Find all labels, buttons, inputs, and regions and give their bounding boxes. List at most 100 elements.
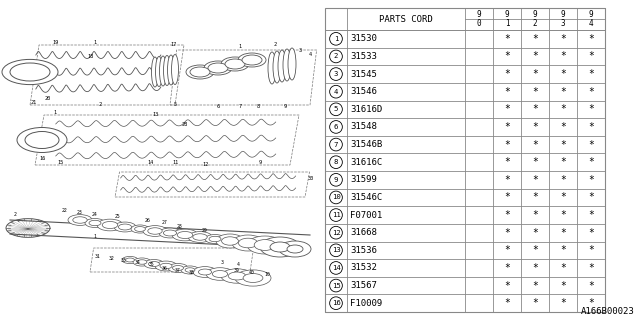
Text: 31545: 31545 — [350, 69, 377, 79]
Ellipse shape — [173, 266, 184, 270]
Text: 8: 8 — [257, 105, 260, 109]
Text: 31548: 31548 — [350, 123, 377, 132]
Text: *: * — [532, 245, 538, 255]
Text: 12: 12 — [202, 163, 208, 167]
Ellipse shape — [270, 242, 290, 252]
Text: *: * — [504, 104, 510, 114]
Circle shape — [330, 32, 342, 45]
Text: *: * — [560, 192, 566, 203]
Ellipse shape — [131, 225, 149, 233]
Text: 24: 24 — [92, 212, 98, 217]
Text: 32: 32 — [109, 257, 115, 261]
Text: *: * — [532, 192, 538, 203]
Ellipse shape — [160, 263, 172, 269]
Ellipse shape — [198, 269, 212, 275]
Text: *: * — [560, 87, 566, 97]
Circle shape — [330, 209, 342, 221]
Text: 2: 2 — [273, 43, 276, 47]
Text: 31546B: 31546B — [350, 140, 382, 149]
Text: 9: 9 — [259, 161, 262, 165]
Text: *: * — [588, 52, 594, 61]
Ellipse shape — [143, 226, 167, 236]
Ellipse shape — [122, 256, 138, 264]
Text: *: * — [560, 157, 566, 167]
Ellipse shape — [247, 236, 283, 254]
Text: *: * — [504, 175, 510, 185]
Text: *: * — [588, 281, 594, 291]
Text: 9: 9 — [561, 10, 565, 19]
Text: *: * — [588, 245, 594, 255]
Ellipse shape — [216, 234, 244, 248]
Text: *: * — [588, 140, 594, 149]
Circle shape — [330, 244, 342, 257]
Text: 9: 9 — [284, 105, 287, 109]
Text: 9: 9 — [477, 10, 481, 19]
Text: 31530: 31530 — [350, 34, 377, 43]
Text: *: * — [532, 210, 538, 220]
Text: 20: 20 — [45, 95, 51, 100]
Text: *: * — [560, 175, 566, 185]
Text: 13: 13 — [152, 113, 158, 117]
Text: *: * — [560, 140, 566, 149]
Ellipse shape — [204, 61, 232, 75]
Ellipse shape — [102, 221, 118, 228]
Circle shape — [330, 156, 342, 169]
Circle shape — [330, 85, 342, 98]
Text: *: * — [504, 87, 510, 97]
Ellipse shape — [185, 268, 195, 272]
Text: *: * — [532, 34, 538, 44]
Text: 9: 9 — [334, 177, 338, 183]
Ellipse shape — [181, 266, 199, 274]
Ellipse shape — [148, 261, 159, 267]
Text: 4: 4 — [237, 261, 239, 267]
Text: 7: 7 — [239, 105, 241, 109]
Ellipse shape — [85, 219, 105, 228]
Text: 10: 10 — [264, 271, 270, 276]
Text: 1: 1 — [93, 39, 97, 44]
Text: F07001: F07001 — [350, 211, 382, 220]
Text: 23: 23 — [77, 210, 83, 214]
Ellipse shape — [186, 65, 214, 79]
Text: *: * — [560, 228, 566, 238]
Text: *: * — [504, 281, 510, 291]
Circle shape — [330, 173, 342, 186]
Ellipse shape — [68, 215, 92, 225]
Ellipse shape — [172, 54, 179, 84]
Text: PARTS CORD: PARTS CORD — [379, 14, 433, 23]
Text: *: * — [504, 263, 510, 273]
Text: 3: 3 — [334, 71, 338, 77]
Ellipse shape — [168, 263, 188, 273]
Ellipse shape — [6, 219, 50, 237]
Text: 5: 5 — [173, 102, 177, 108]
Ellipse shape — [89, 220, 101, 226]
Text: 9: 9 — [589, 10, 593, 19]
Ellipse shape — [242, 55, 262, 65]
Text: 15: 15 — [57, 161, 63, 165]
Ellipse shape — [283, 49, 291, 81]
Ellipse shape — [209, 236, 221, 242]
Text: 26: 26 — [145, 219, 151, 223]
Text: 6: 6 — [216, 105, 220, 109]
Text: 31567: 31567 — [350, 281, 377, 290]
Ellipse shape — [177, 231, 193, 238]
Text: 18: 18 — [87, 54, 93, 60]
Text: 31536: 31536 — [350, 246, 377, 255]
Ellipse shape — [193, 267, 217, 277]
Text: F10009: F10009 — [350, 299, 382, 308]
Text: 6: 6 — [334, 124, 338, 130]
Text: *: * — [588, 298, 594, 308]
Text: 4: 4 — [334, 89, 338, 95]
Ellipse shape — [144, 260, 164, 268]
Ellipse shape — [155, 261, 177, 271]
Ellipse shape — [172, 229, 198, 241]
Ellipse shape — [73, 217, 87, 223]
Ellipse shape — [273, 51, 281, 83]
Text: 37: 37 — [175, 268, 181, 273]
Text: *: * — [532, 298, 538, 308]
Text: 10: 10 — [332, 195, 340, 200]
Text: 2: 2 — [334, 53, 338, 60]
Text: 38: 38 — [189, 269, 195, 275]
Text: *: * — [588, 192, 594, 203]
Ellipse shape — [133, 258, 151, 266]
Ellipse shape — [159, 228, 181, 238]
